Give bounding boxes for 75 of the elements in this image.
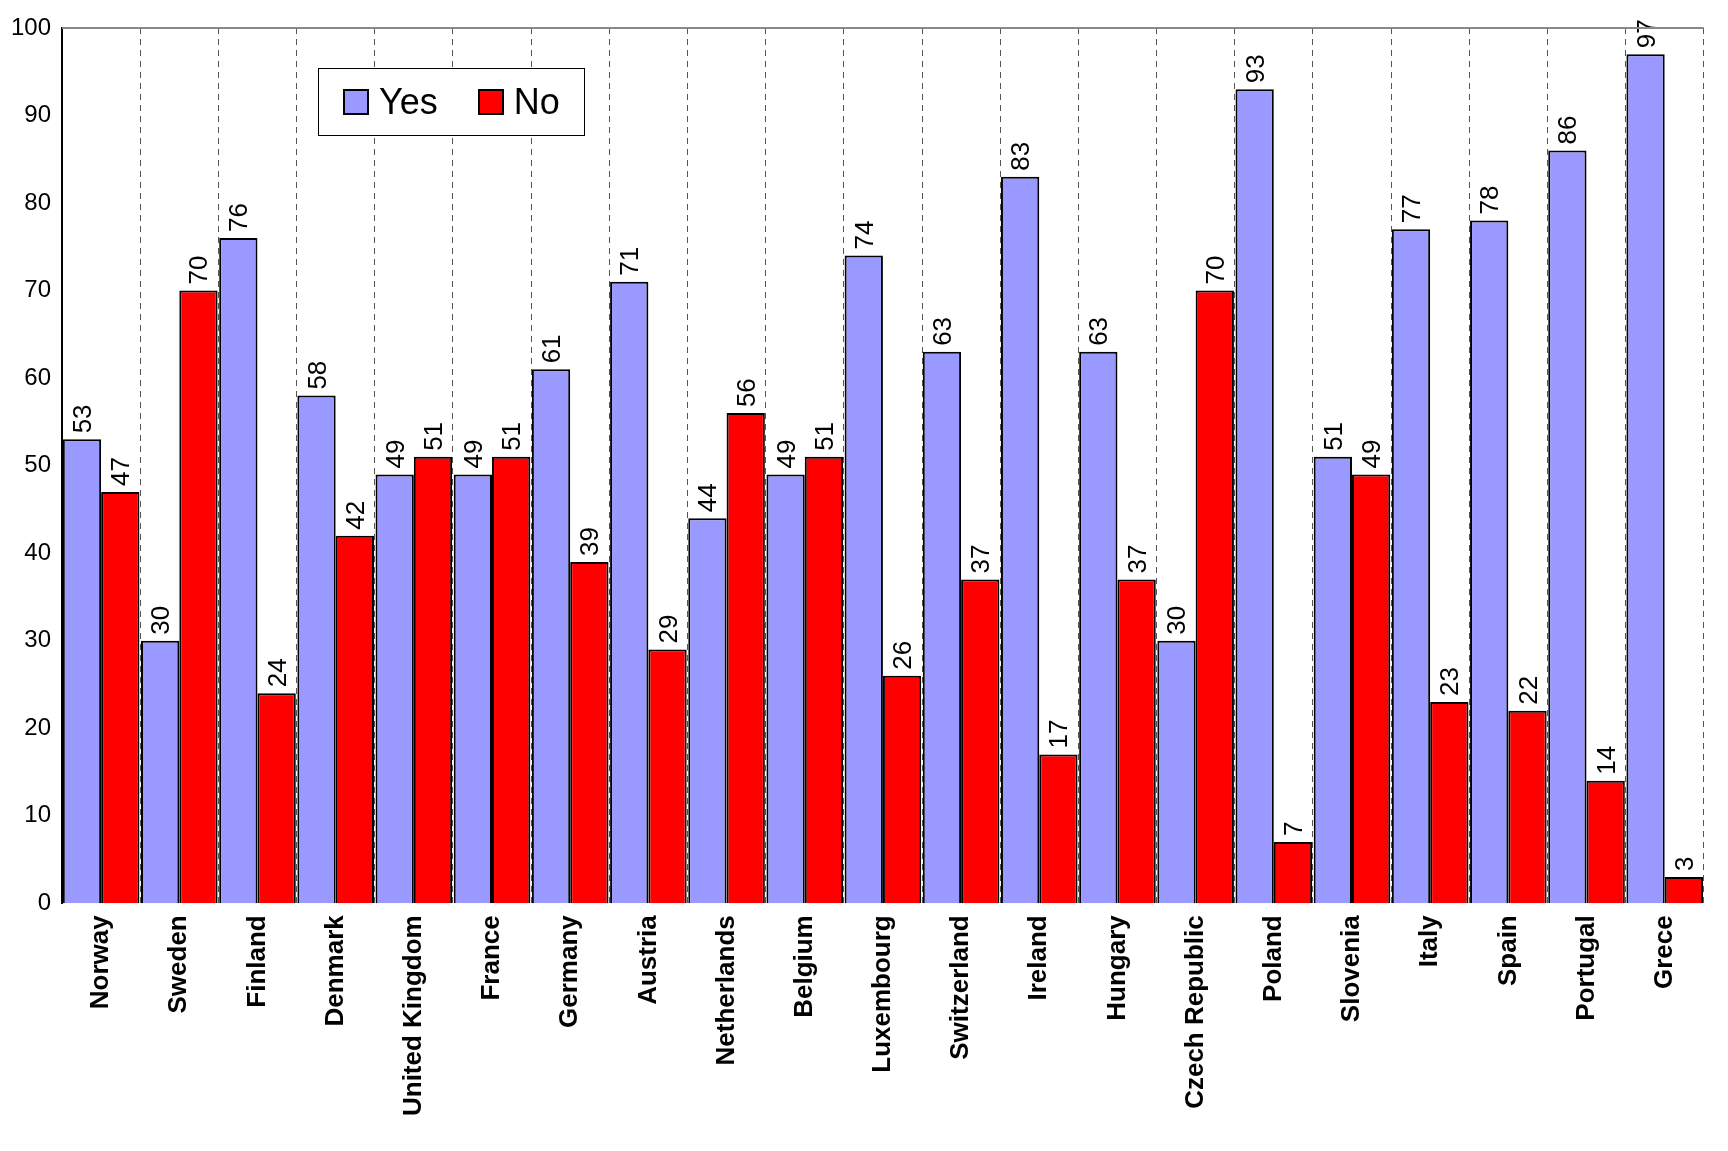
- x-tick-label: Grece: [1647, 915, 1678, 989]
- x-tick-label: Portugal: [1569, 915, 1600, 1021]
- x-tick-label: Netherlands: [709, 915, 740, 1066]
- data-label: 51: [496, 421, 527, 451]
- data-label: 22: [1512, 675, 1543, 705]
- data-label: 24: [261, 658, 292, 688]
- data-label: 26: [887, 640, 918, 670]
- data-label: 93: [1239, 54, 1270, 84]
- data-label: 42: [339, 500, 370, 530]
- x-tick-label: Slovenia: [1335, 914, 1366, 1023]
- data-label: 74: [848, 220, 879, 250]
- x-tick-label: Belgium: [787, 915, 818, 1018]
- data-label: 44: [692, 483, 723, 513]
- data-label: 17: [1043, 719, 1074, 749]
- data-label: 37: [965, 544, 996, 574]
- x-tick-label: Norway: [84, 914, 115, 1010]
- data-label: 29: [652, 614, 683, 644]
- data-label: 63: [926, 316, 957, 346]
- data-label: 14: [1590, 745, 1621, 775]
- x-tick-label: Germany: [553, 914, 584, 1028]
- x-tick-label: Italy: [1413, 914, 1444, 968]
- data-label: 23: [1434, 667, 1465, 696]
- x-tick-label: Hungary: [1100, 914, 1131, 1021]
- data-label: 49: [379, 439, 410, 469]
- y-tick-label: 100: [11, 12, 52, 40]
- x-tick-label: Austria: [631, 914, 662, 1005]
- data-label: 61: [536, 334, 567, 364]
- data-label: 53: [66, 404, 97, 434]
- x-tick-label: Sweden: [162, 915, 193, 1014]
- data-label: 51: [808, 421, 839, 451]
- data-label: 63: [1083, 316, 1114, 346]
- data-label: 51: [1317, 421, 1348, 451]
- y-tick-label: 30: [24, 625, 52, 653]
- data-label: 83: [1005, 141, 1036, 171]
- x-tick-label: Spain: [1491, 915, 1522, 987]
- data-label: 30: [1161, 605, 1192, 635]
- data-label: 51: [418, 421, 448, 451]
- legend-label: Yes: [379, 81, 438, 123]
- data-label: 7: [1277, 821, 1308, 836]
- data-label: 39: [574, 526, 605, 556]
- data-label: 3: [1668, 856, 1699, 871]
- y-tick-label: 90: [24, 100, 52, 128]
- data-label: 70: [1199, 255, 1230, 285]
- x-tick-label: Finland: [240, 915, 271, 1008]
- x-tick-label: Ireland: [1022, 915, 1053, 1001]
- data-label: 49: [457, 439, 488, 469]
- x-tick-label: United Kingdom: [397, 915, 428, 1117]
- y-tick-label: 60: [24, 362, 52, 390]
- x-tick-label: Switzerland: [944, 915, 975, 1060]
- data-label: 70: [183, 255, 214, 285]
- data-label: 30: [145, 605, 176, 635]
- x-tick-label: France: [475, 915, 506, 1001]
- data-label: 49: [770, 439, 801, 469]
- data-label: 58: [301, 360, 332, 390]
- data-label: 56: [730, 378, 761, 408]
- y-tick-label: 20: [24, 712, 52, 740]
- y-tick-label: 10: [24, 800, 52, 828]
- data-label: 71: [614, 246, 645, 276]
- x-tick-label: Luxembourg: [866, 915, 897, 1073]
- data-label: 77: [1396, 194, 1427, 224]
- data-label: 49: [1356, 439, 1387, 469]
- y-tick-label: 0: [37, 887, 52, 915]
- data-label: 76: [223, 203, 254, 233]
- data-label: 78: [1474, 185, 1505, 215]
- y-tick-label: 40: [24, 537, 52, 565]
- data-label: 86: [1552, 115, 1583, 145]
- x-tick-label: Denmark: [318, 914, 349, 1027]
- data-label: 47: [105, 456, 136, 486]
- x-tick-label: Czech Republic: [1178, 915, 1209, 1109]
- y-tick-label: 50: [24, 450, 52, 478]
- data-label: 37: [1121, 544, 1152, 574]
- x-tick-label: Poland: [1256, 915, 1287, 1002]
- legend-label: No: [513, 81, 560, 123]
- y-tick-label: 80: [24, 187, 52, 215]
- y-tick-label: 70: [24, 275, 52, 303]
